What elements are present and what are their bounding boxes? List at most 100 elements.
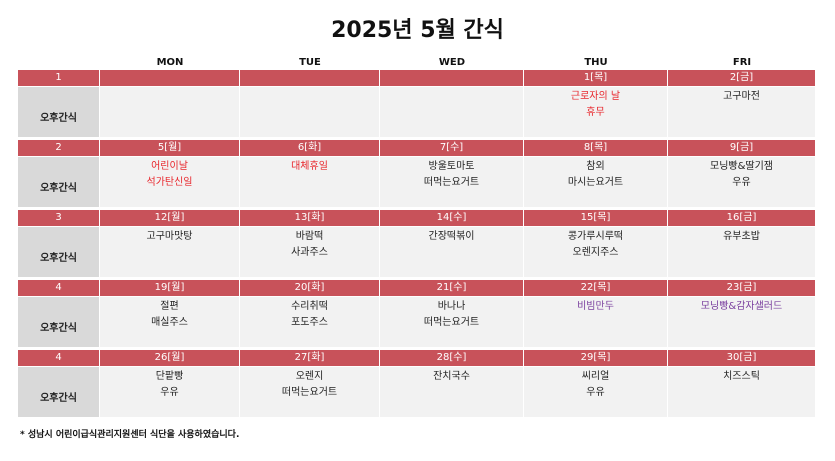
row-label: 오후간식 bbox=[18, 227, 100, 280]
menu-item: 떠먹는요거트 bbox=[423, 177, 480, 188]
menu-item: 포도주스 bbox=[291, 317, 328, 328]
date-header: 28[수] bbox=[380, 350, 524, 367]
footnote: * 성남시 어린이급식관리지원센터 식단을 사용하였습니다. bbox=[20, 430, 240, 440]
week-number: 4 bbox=[18, 280, 100, 297]
menu-item: 떠먹는요거트 bbox=[423, 317, 480, 328]
menu-item: 대체휴일 bbox=[291, 161, 328, 172]
menu-item: 오렌지주스 bbox=[572, 247, 619, 258]
menu-item: 휴무 bbox=[586, 107, 605, 118]
menu-item: 오렌지 bbox=[295, 371, 324, 382]
menu-item: 어린이날 bbox=[151, 161, 188, 172]
week-number: 1 bbox=[18, 70, 100, 87]
menu-item: 절편 bbox=[160, 301, 179, 312]
date-header: 20[화] bbox=[240, 280, 380, 297]
row-label: 오후간식 bbox=[18, 87, 100, 140]
menu-item: 콩가루시루떡 bbox=[567, 231, 624, 242]
date-header: 13[화] bbox=[240, 210, 380, 227]
menu-cell: 간장떡볶이 bbox=[380, 227, 524, 280]
row-label: 오후간식 bbox=[18, 157, 100, 210]
date-header bbox=[100, 70, 240, 87]
date-header: 27[화] bbox=[240, 350, 380, 367]
date-header: 12[월] bbox=[100, 210, 240, 227]
menu-item: 모닝빵&감자샐러드 bbox=[700, 301, 783, 312]
date-header: 2[금] bbox=[668, 70, 816, 87]
menu-item: 우유 bbox=[586, 387, 605, 398]
menu-calendar: MON TUE WED THU FRI 1 1[목] 2[금] 오후간식 근로자의 날 휴무 고구마전… bbox=[18, 55, 816, 420]
menu-item: 간장떡볶이 bbox=[428, 231, 475, 242]
day-header: MON bbox=[156, 57, 184, 68]
menu-item: 마시는요거트 bbox=[567, 177, 624, 188]
menu-cell: 모닝빵&감자샐러드 bbox=[668, 297, 816, 350]
menu-item: 사과주스 bbox=[291, 247, 328, 258]
menu-cell: 유부초밥 bbox=[668, 227, 816, 280]
menu-cell: 잔치국수 bbox=[380, 367, 524, 420]
menu-item: 수리취떡 bbox=[291, 301, 328, 312]
menu-item: 비빔만두 bbox=[577, 301, 614, 312]
menu-cell bbox=[240, 87, 380, 140]
menu-item: 떠먹는요거트 bbox=[281, 387, 338, 398]
menu-item: 방울토마토 bbox=[428, 161, 475, 172]
day-header: FRI bbox=[732, 57, 752, 68]
menu-item: 잔치국수 bbox=[433, 371, 470, 382]
date-header: 1[목] bbox=[524, 70, 668, 87]
date-header: 5[월] bbox=[100, 140, 240, 157]
day-header: WED bbox=[438, 57, 466, 68]
menu-item: 유부초밥 bbox=[723, 231, 760, 242]
menu-item: 단팥빵 bbox=[155, 371, 184, 382]
date-header: 29[목] bbox=[524, 350, 668, 367]
menu-item: 우유 bbox=[732, 177, 751, 188]
menu-item: 고구마맛탕 bbox=[146, 231, 193, 242]
menu-item: 우유 bbox=[160, 387, 179, 398]
menu-cell: 고구마전 bbox=[668, 87, 816, 140]
menu-cell: 근로자의 날 휴무 bbox=[524, 87, 668, 140]
menu-item: 바람떡 bbox=[295, 231, 324, 242]
week-number: 3 bbox=[18, 210, 100, 227]
date-header: 8[목] bbox=[524, 140, 668, 157]
menu-item: 고구마전 bbox=[723, 91, 760, 102]
row-label: 오후간식 bbox=[18, 297, 100, 350]
date-header: 15[목] bbox=[524, 210, 668, 227]
day-header: THU bbox=[584, 57, 608, 68]
date-header: 16[금] bbox=[668, 210, 816, 227]
menu-item: 참외 bbox=[586, 161, 605, 172]
date-header: 9[금] bbox=[668, 140, 816, 157]
menu-cell: 대체휴일 bbox=[240, 157, 380, 210]
date-header: 23[금] bbox=[668, 280, 816, 297]
week-number: 4 bbox=[18, 350, 100, 367]
menu-item: 씨리얼 bbox=[581, 371, 610, 382]
menu-cell: 비빔만두 bbox=[524, 297, 668, 350]
menu-item: 치즈스틱 bbox=[723, 371, 760, 382]
date-header: 7[수] bbox=[380, 140, 524, 157]
menu-item: 모닝빵&딸기잼 bbox=[710, 161, 773, 172]
date-header: 14[수] bbox=[380, 210, 524, 227]
date-header: 6[화] bbox=[240, 140, 380, 157]
header-corner bbox=[18, 55, 100, 70]
menu-item: 매실주스 bbox=[151, 317, 188, 328]
date-header: 30[금] bbox=[668, 350, 816, 367]
menu-cell bbox=[100, 87, 240, 140]
date-header: 19[월] bbox=[100, 280, 240, 297]
menu-cell: 치즈스틱 bbox=[668, 367, 816, 420]
date-header: 22[목] bbox=[524, 280, 668, 297]
date-header: 26[월] bbox=[100, 350, 240, 367]
menu-cell: 고구마맛탕 bbox=[100, 227, 240, 280]
menu-item: 석가탄신일 bbox=[146, 177, 193, 188]
menu-item: 바나나 bbox=[437, 301, 466, 312]
date-header bbox=[240, 70, 380, 87]
page-title: 2025년 5월 간식 bbox=[331, 18, 504, 43]
day-header: TUE bbox=[299, 57, 321, 68]
date-header bbox=[380, 70, 524, 87]
week-number: 2 bbox=[18, 140, 100, 157]
row-label: 오후간식 bbox=[18, 367, 100, 420]
